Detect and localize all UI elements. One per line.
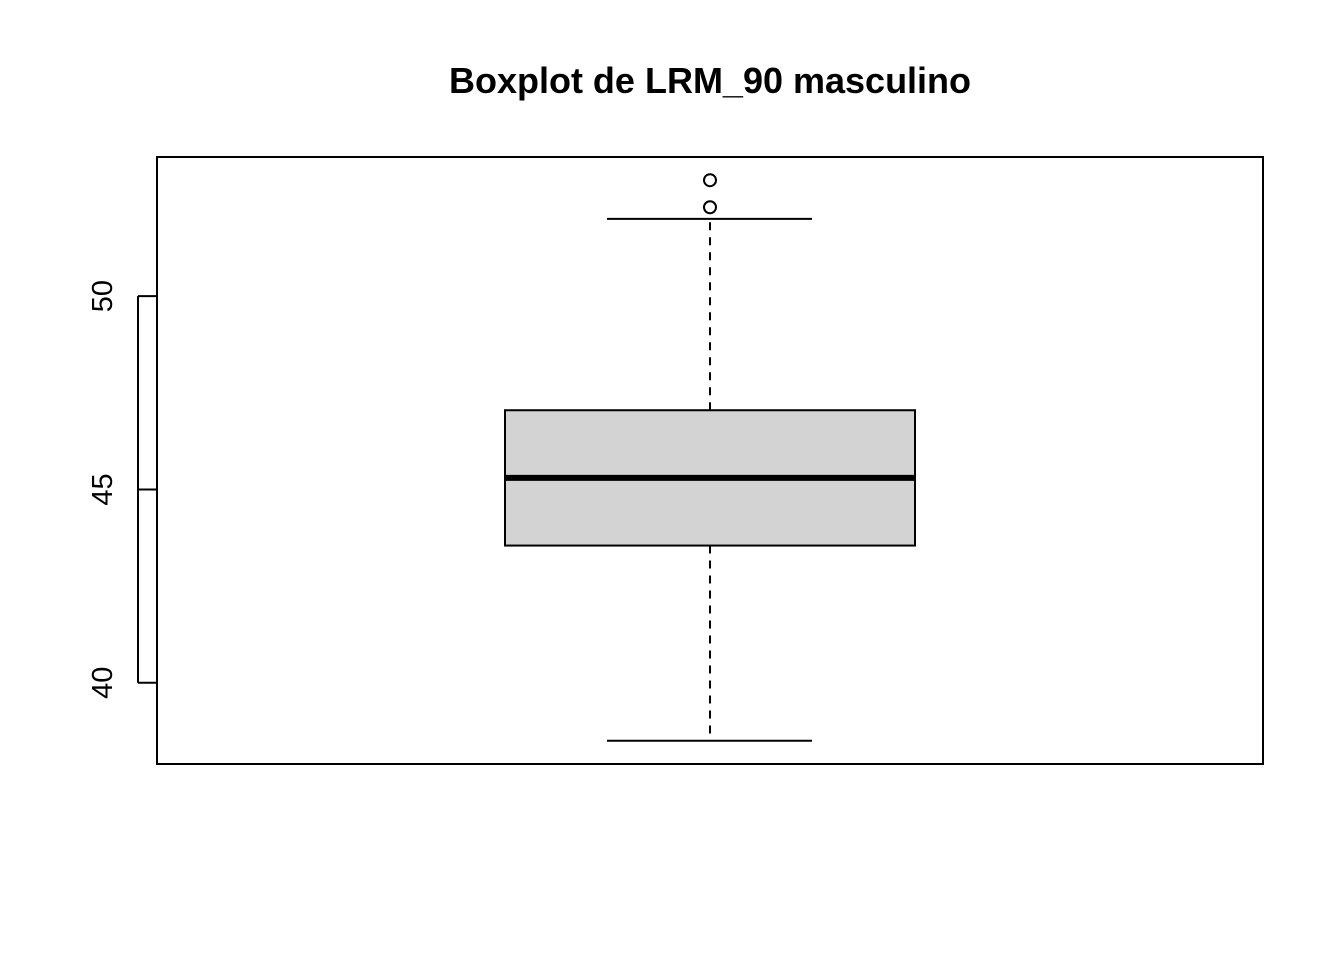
y-tick-label: 45: [87, 473, 119, 505]
outlier-point: [703, 200, 717, 215]
outlier-point: [703, 173, 717, 188]
plot-frame: [156, 156, 1264, 765]
box-group: [504, 173, 916, 742]
chart-title: Boxplot de LRM_90 masculino: [449, 60, 971, 101]
y-tick-label: 40: [87, 667, 119, 699]
y-axis: 40 45 50: [87, 280, 157, 699]
y-tick-label: 50: [87, 280, 119, 312]
